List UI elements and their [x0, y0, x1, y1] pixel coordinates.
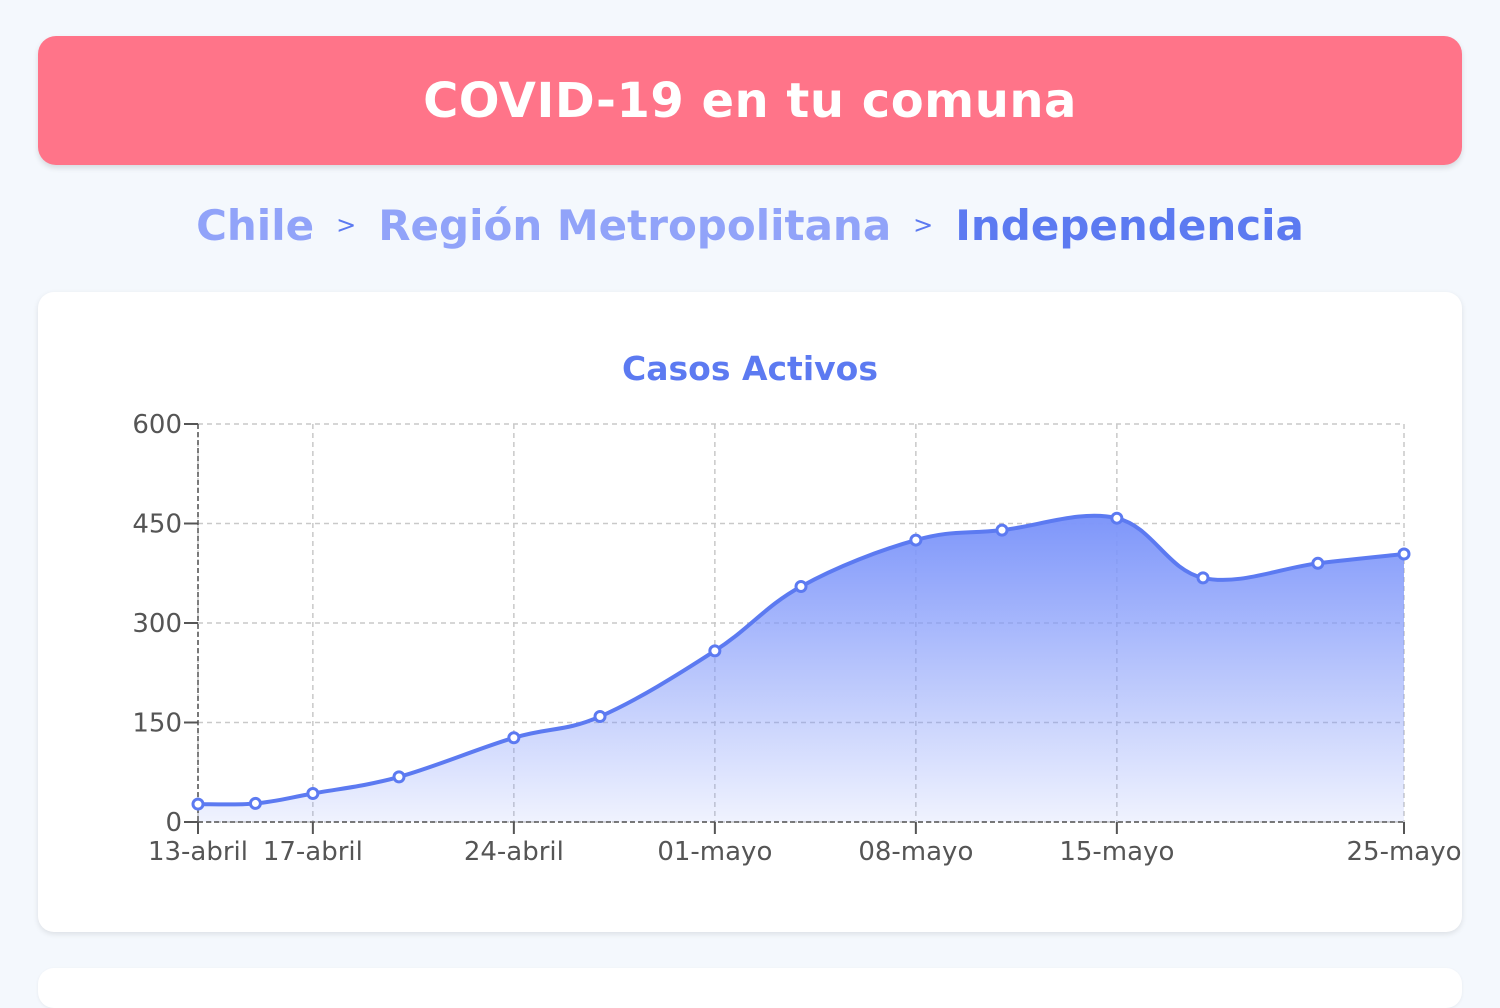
next-card: [38, 968, 1462, 1008]
breadcrumb-country[interactable]: Chile: [196, 200, 315, 250]
data-point: [191, 797, 205, 811]
breadcrumb-separator-icon: >: [336, 211, 357, 239]
data-point: [995, 523, 1009, 537]
page-header: COVID-19 en tu comuna: [38, 36, 1462, 165]
active-cases-chart: Casos Activos 0 150 300 450 600 13-abril 17-ab…: [132, 349, 1461, 867]
x-tick-label: 25-mayo: [1346, 837, 1461, 867]
data-point: [248, 796, 262, 810]
data-point: [392, 770, 406, 784]
data-point: [708, 644, 722, 658]
breadcrumb: Chile > Región Metropolitana > Independe…: [0, 195, 1500, 255]
page-title: COVID-19 en tu comuna: [423, 72, 1077, 129]
x-tick-label: 24-abril: [464, 837, 564, 867]
data-point: [593, 710, 607, 724]
area-fill: [198, 515, 1404, 822]
x-tick-label: 17-abril: [263, 837, 363, 867]
x-tick-label: 13-abril: [148, 837, 248, 867]
series-line: [197, 513, 1405, 807]
data-point: [306, 786, 320, 800]
data-point: [1110, 511, 1124, 525]
y-tick-label: 0: [165, 808, 182, 838]
data-points: [191, 511, 1411, 811]
breadcrumb-commune: Independencia: [955, 200, 1304, 250]
data-point: [794, 580, 808, 594]
x-tick-label: 15-mayo: [1059, 837, 1174, 867]
y-tick-label: 150: [132, 709, 182, 739]
y-tick-label: 600: [132, 410, 182, 440]
data-point: [1196, 571, 1210, 585]
chart-card: Casos Activos 0 150 300 450 600 13-abril 17-ab…: [38, 292, 1462, 932]
data-point: [1311, 556, 1325, 570]
x-tick-label: 01-mayo: [657, 837, 772, 867]
data-point: [507, 731, 521, 745]
chart-title: Casos Activos: [622, 349, 878, 388]
chart-axes: 0 150 300 450 600 13-abril 17-abril 24-abril 01-…: [132, 410, 1461, 867]
breadcrumb-region[interactable]: Región Metropolitana: [378, 200, 892, 250]
y-tick-label: 450: [132, 510, 182, 540]
data-point: [909, 533, 923, 547]
data-point: [1397, 547, 1411, 561]
x-tick-label: 08-mayo: [858, 837, 973, 867]
y-tick-label: 300: [132, 609, 182, 639]
breadcrumb-separator-icon: >: [913, 211, 934, 239]
